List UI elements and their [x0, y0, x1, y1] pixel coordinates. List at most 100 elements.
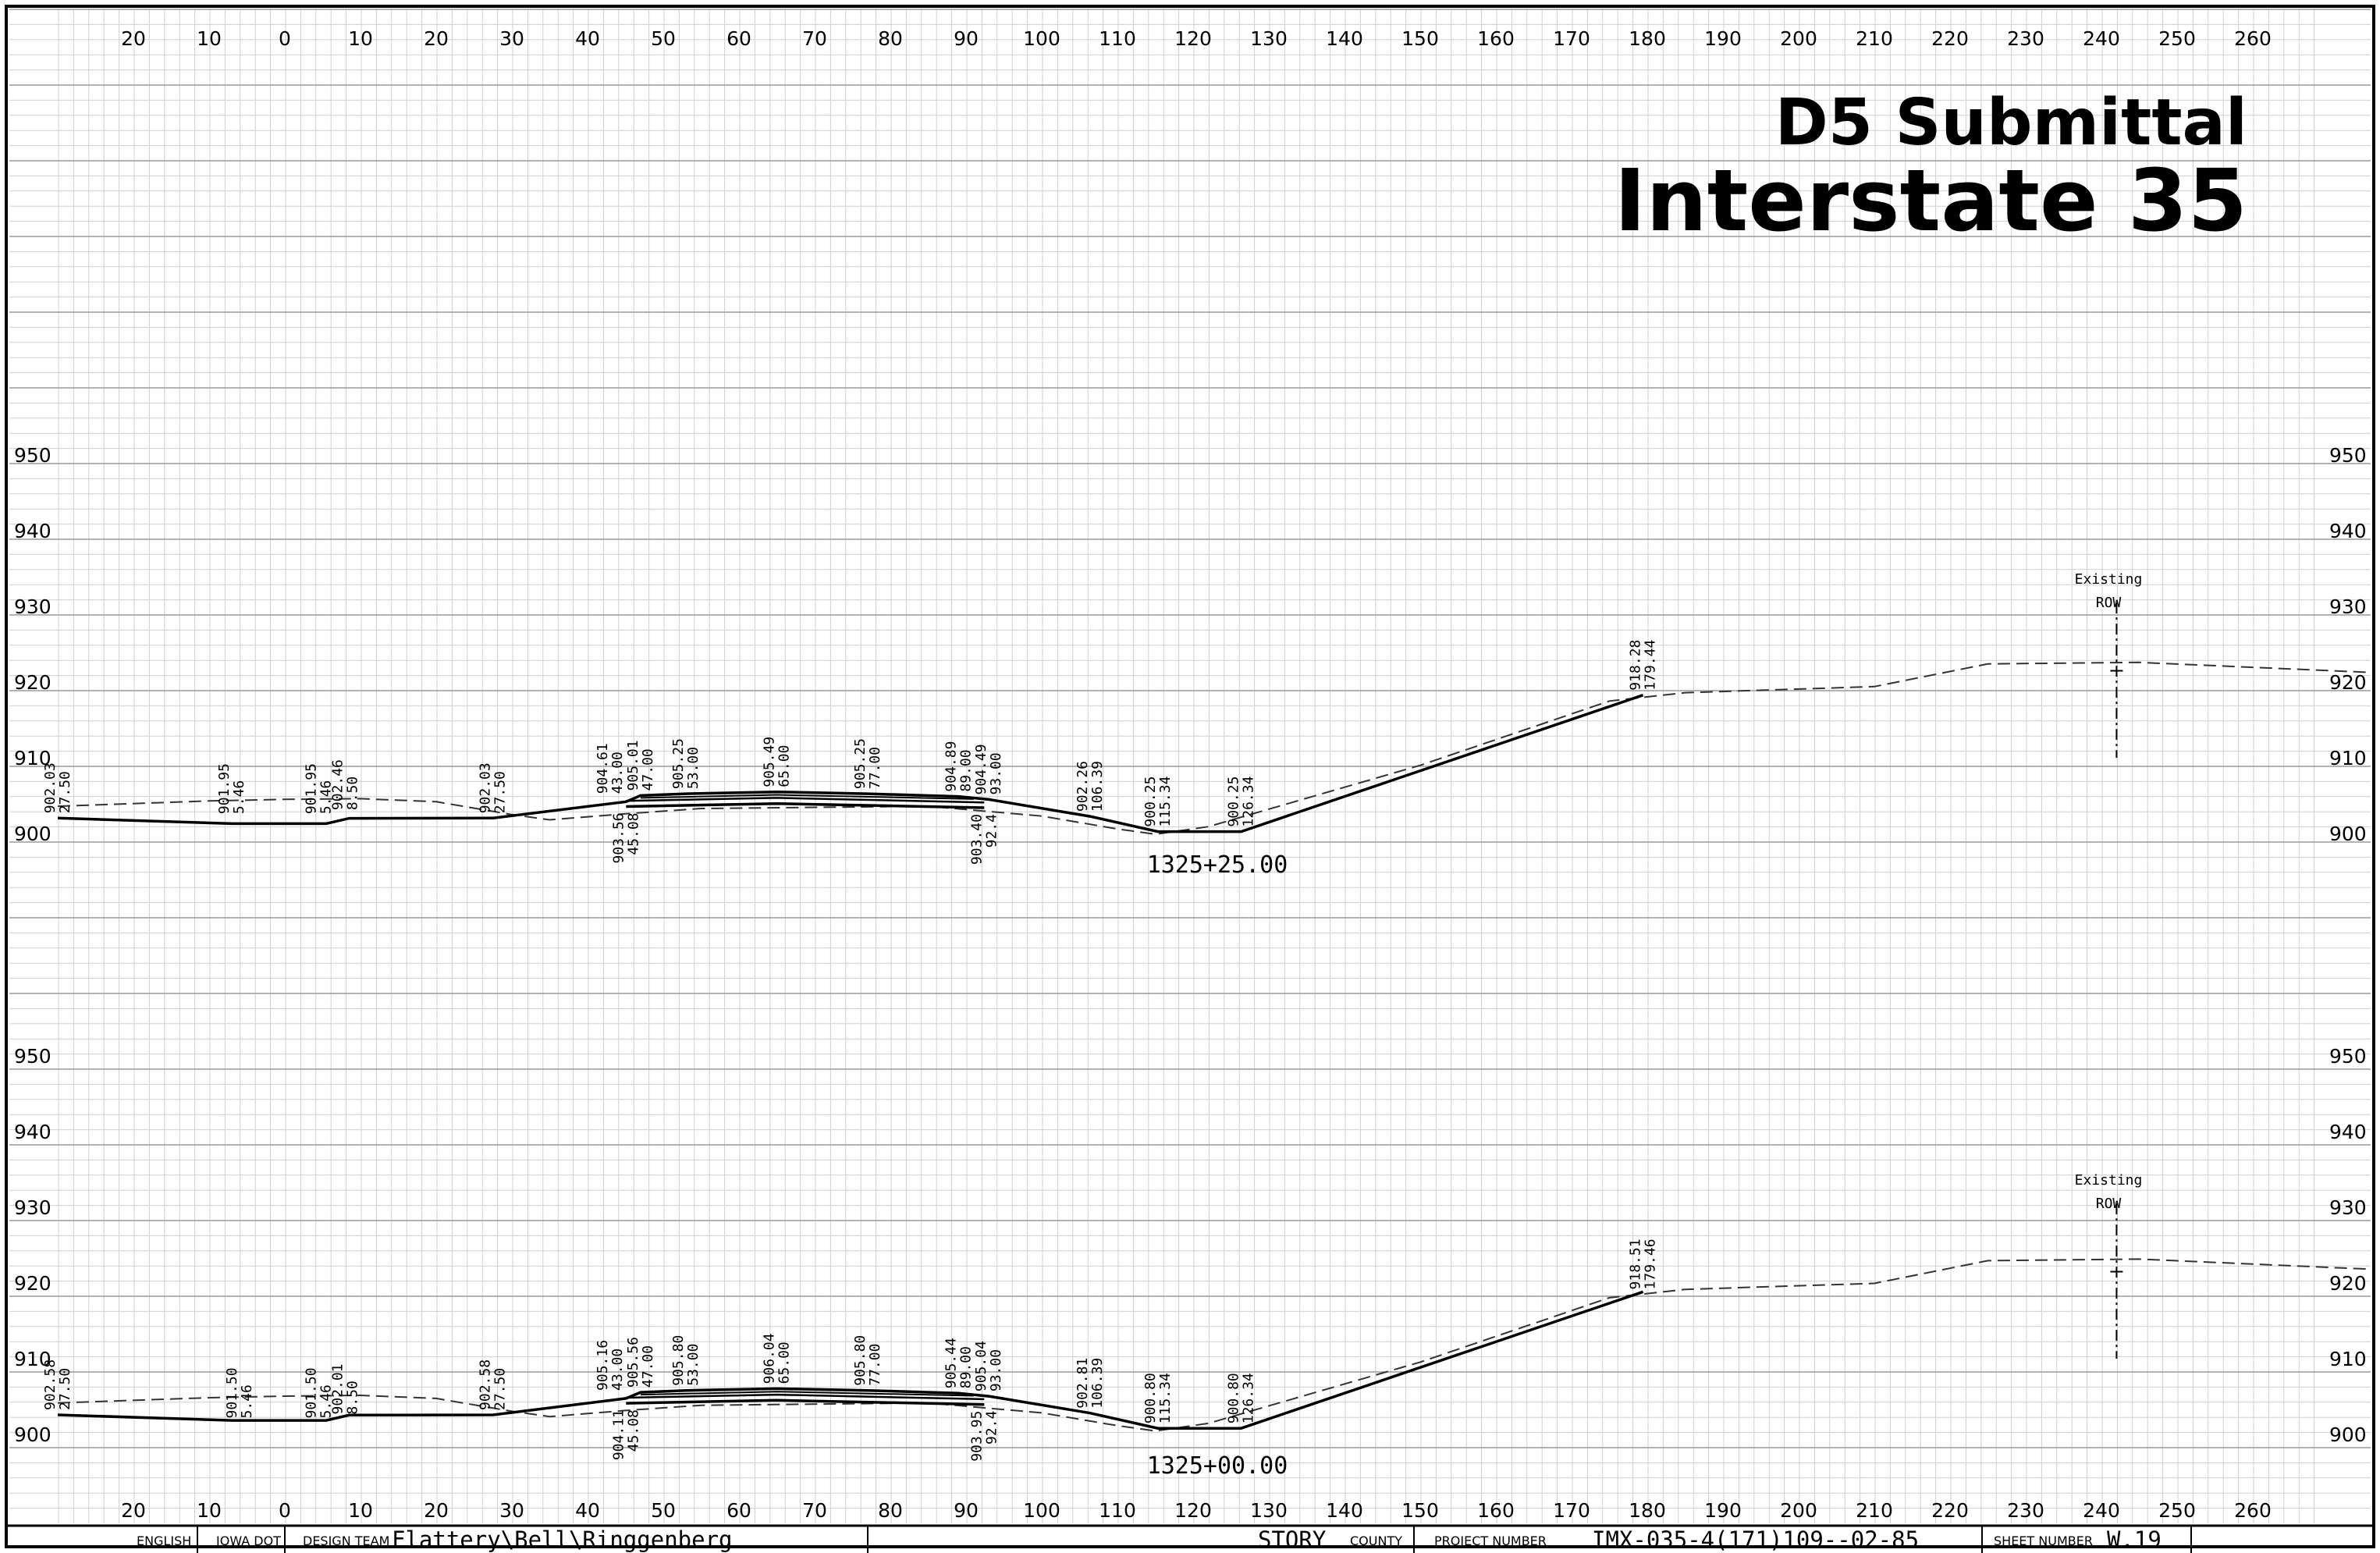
existing-ground-line: [57, 661, 2367, 836]
offset-tick-label: 60: [726, 1499, 751, 1522]
annotation-text: 902.26: [1075, 761, 1091, 812]
offset-tick-label: 260: [2234, 27, 2272, 50]
annotation-text: 904.89: [943, 741, 959, 792]
elevation-tick-label: 930: [14, 1196, 52, 1219]
offset-tick-label: 30: [499, 27, 524, 50]
offset-tick-label: 150: [1401, 27, 1439, 50]
annotation-text: 902.03: [478, 762, 494, 813]
pavement-layer-line: [626, 797, 985, 804]
offset-tick-label: 80: [878, 27, 903, 50]
offset-tick-label: 120: [1174, 1499, 1212, 1522]
annotation-text: 45.08: [625, 1409, 641, 1452]
grid-lines: [9, 9, 2371, 1523]
offset-tick-label: 80: [878, 1499, 903, 1522]
offset-tick-label: 10: [348, 1499, 373, 1522]
existing-row-marker-upper: Existing ROW: [2075, 571, 2143, 611]
annotation-text: 902.46: [330, 759, 346, 810]
elevation-tick-label: 950: [14, 1045, 52, 1068]
elevation-tick-label: 930: [14, 595, 52, 618]
proposed-ground-line: [57, 1290, 1644, 1430]
offset-tick-label: 180: [1629, 27, 1666, 50]
project-number-label: PROJECT NUMBER: [1434, 1533, 1547, 1548]
elevation-tick-label: 900: [2329, 823, 2367, 845]
offset-tick-label: 10: [197, 1499, 222, 1522]
pavement-layer-line: [640, 794, 974, 800]
annotation-text: 43.00: [609, 1349, 626, 1391]
offset-tick-label: 170: [1553, 1499, 1590, 1522]
annotation-text: 903.56: [610, 812, 627, 863]
offset-tick-label: 180: [1629, 1499, 1666, 1522]
existing-ground-line: [57, 1258, 2367, 1432]
offset-tick-label: 110: [1099, 27, 1136, 50]
offset-tick-label: 20: [121, 27, 146, 50]
design-team-label: DESIGN TEAM: [303, 1533, 389, 1548]
annotation-text: 126.34: [1240, 1373, 1256, 1423]
elevation-tick-label: 930: [2329, 595, 2367, 618]
annotation-text: 905.44: [943, 1338, 959, 1388]
annotation-text: 900.25: [1142, 776, 1159, 827]
offset-tick-label: 160: [1477, 1499, 1515, 1522]
elevation-offset-annotation: 901.505.46: [224, 1367, 255, 1418]
annotation-text: 902.81: [1075, 1358, 1091, 1409]
pavement-bottom-line: [626, 801, 985, 809]
offset-tick-label: 200: [1780, 27, 1817, 50]
annotation-text: 106.39: [1089, 1358, 1106, 1409]
annotation-text: 901.50: [304, 1367, 320, 1418]
annotation-text: 904.61: [595, 743, 611, 794]
annotation-text: 43.00: [609, 752, 626, 794]
elevation-offset-annotation: 901.505.46: [304, 1367, 335, 1418]
offset-tick-label: 220: [1931, 1499, 1969, 1522]
annotation-text: 905.80: [670, 1335, 687, 1386]
annotation-text: 53.00: [685, 1344, 702, 1386]
submittal-title: D5 Submittal: [1775, 86, 2247, 160]
annotation-text: 65.00: [776, 1342, 793, 1384]
offset-tick-label: 70: [802, 1499, 827, 1522]
bottom-offset-axis: 20 10 0 10 20 30 40 50 60 70 80 90 100 110 120 130 140 15…: [121, 1499, 2272, 1522]
offset-tick-label: 220: [1931, 27, 1969, 50]
annotation-text: 77.00: [867, 747, 883, 789]
elevation-tick-label: 920: [14, 671, 52, 694]
offset-tick-label: 250: [2158, 27, 2196, 50]
annotation-text: 89.00: [957, 749, 974, 791]
row-label-line1: Existing: [2075, 571, 2143, 588]
annotation-text: 8.50: [345, 776, 361, 810]
annotation-text: 179.46: [1643, 1238, 1659, 1289]
offset-tick-label: 240: [2083, 1499, 2120, 1522]
offset-tick-label: 40: [575, 27, 600, 50]
project-number-value: IMX-035-4(171)109--02-85: [1592, 1526, 1919, 1553]
offset-tick-label: 20: [121, 1499, 146, 1522]
annotation-text: 905.04: [973, 1341, 989, 1391]
annotation-text: 5.46: [318, 780, 335, 814]
pavement-layer-line: [626, 1393, 985, 1401]
offset-tick-label: 190: [1704, 1499, 1742, 1522]
elevation-offset-annotation: 902.468.50: [330, 759, 361, 810]
annotation-text: 901.50: [224, 1367, 240, 1418]
annotation-text: 901.95: [304, 763, 320, 814]
elevation-tick-label: 900: [2329, 1423, 2367, 1446]
annotation-text: 89.00: [957, 1346, 974, 1388]
offset-tick-label: 140: [1326, 1499, 1363, 1522]
elevation-tick-label: 900: [14, 823, 52, 845]
elevation-axes: 950 950 940 940 930 930 920 920 910 910 900 900 950 9…: [14, 444, 2367, 1446]
annotation-text: 27.50: [57, 771, 73, 813]
annotation-text: 905.01: [625, 740, 641, 791]
annotation-text: 106.39: [1089, 761, 1106, 812]
units-label: ENGLISH: [137, 1533, 191, 1548]
annotation-text: 903.40: [968, 814, 985, 865]
